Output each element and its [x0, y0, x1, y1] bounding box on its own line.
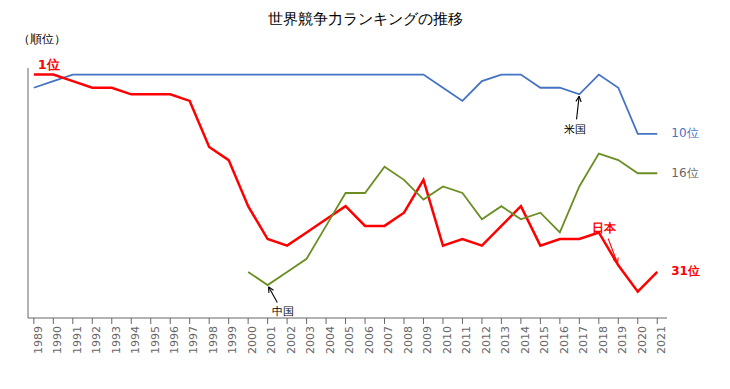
svg-text:2001: 2001: [265, 326, 278, 354]
svg-text:2011: 2011: [460, 326, 473, 354]
svg-text:1997: 1997: [188, 326, 201, 354]
svg-text:16位: 16位: [671, 166, 698, 180]
svg-text:1991: 1991: [71, 326, 84, 354]
svg-text:1位: 1位: [38, 57, 60, 72]
svg-text:2021: 2021: [655, 326, 668, 354]
svg-text:1998: 1998: [207, 326, 220, 354]
svg-text:1993: 1993: [110, 326, 123, 354]
svg-text:2007: 2007: [382, 326, 395, 354]
svg-text:31位: 31位: [671, 264, 700, 278]
svg-text:2018: 2018: [597, 326, 610, 354]
svg-text:2017: 2017: [577, 326, 590, 354]
svg-text:10位: 10位: [671, 126, 698, 140]
svg-text:米国: 米国: [564, 123, 586, 136]
svg-text:2006: 2006: [363, 326, 376, 354]
svg-text:2003: 2003: [304, 326, 317, 354]
svg-text:中国: 中国: [272, 305, 294, 318]
svg-text:2005: 2005: [343, 326, 356, 354]
svg-text:2013: 2013: [499, 326, 512, 354]
svg-text:2009: 2009: [421, 326, 434, 354]
svg-text:2008: 2008: [402, 326, 415, 354]
svg-text:2004: 2004: [324, 326, 337, 354]
svg-text:1994: 1994: [129, 326, 142, 354]
svg-text:2020: 2020: [636, 326, 649, 354]
svg-text:日本: 日本: [592, 221, 617, 235]
svg-text:2010: 2010: [441, 326, 454, 354]
svg-text:2019: 2019: [616, 326, 629, 354]
svg-text:2002: 2002: [285, 326, 298, 354]
svg-text:1989: 1989: [32, 326, 45, 354]
svg-text:1995: 1995: [149, 326, 162, 354]
svg-text:2015: 2015: [538, 326, 551, 354]
svg-text:1999: 1999: [226, 326, 239, 354]
svg-text:2016: 2016: [558, 326, 571, 354]
html-text:世界競争力ランキングの推移: 世界競争力ランキングの推移: [267, 10, 463, 28]
html-text:（順位）: （順位）: [18, 32, 66, 46]
svg-text:1992: 1992: [90, 326, 103, 354]
svg-text:2012: 2012: [480, 326, 493, 354]
svg-text:1996: 1996: [168, 326, 181, 354]
svg-text:2000: 2000: [246, 326, 259, 354]
svg-text:1990: 1990: [51, 326, 64, 354]
svg-text:2014: 2014: [519, 326, 532, 354]
